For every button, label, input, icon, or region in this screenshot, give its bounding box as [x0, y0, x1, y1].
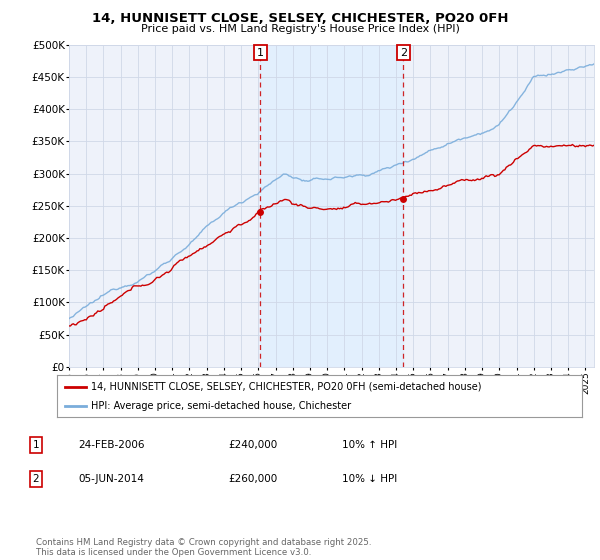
Text: 14, HUNNISETT CLOSE, SELSEY, CHICHESTER, PO20 0FH (semi-detached house): 14, HUNNISETT CLOSE, SELSEY, CHICHESTER,…	[91, 381, 482, 391]
Text: 14, HUNNISETT CLOSE, SELSEY, CHICHESTER, PO20 0FH: 14, HUNNISETT CLOSE, SELSEY, CHICHESTER,…	[92, 12, 508, 25]
Text: 1: 1	[257, 48, 264, 58]
Text: £240,000: £240,000	[228, 440, 277, 450]
Text: £260,000: £260,000	[228, 474, 277, 484]
Text: 2: 2	[32, 474, 40, 484]
Text: 1: 1	[32, 440, 40, 450]
Text: 2: 2	[400, 48, 407, 58]
Text: 24-FEB-2006: 24-FEB-2006	[78, 440, 145, 450]
Text: Contains HM Land Registry data © Crown copyright and database right 2025.
This d: Contains HM Land Registry data © Crown c…	[36, 538, 371, 557]
Text: 10% ↑ HPI: 10% ↑ HPI	[342, 440, 397, 450]
Bar	[260, 45, 403, 367]
Text: 10% ↓ HPI: 10% ↓ HPI	[342, 474, 397, 484]
Text: 05-JUN-2014: 05-JUN-2014	[78, 474, 144, 484]
Text: Price paid vs. HM Land Registry's House Price Index (HPI): Price paid vs. HM Land Registry's House …	[140, 24, 460, 34]
Text: HPI: Average price, semi-detached house, Chichester: HPI: Average price, semi-detached house,…	[91, 401, 351, 411]
